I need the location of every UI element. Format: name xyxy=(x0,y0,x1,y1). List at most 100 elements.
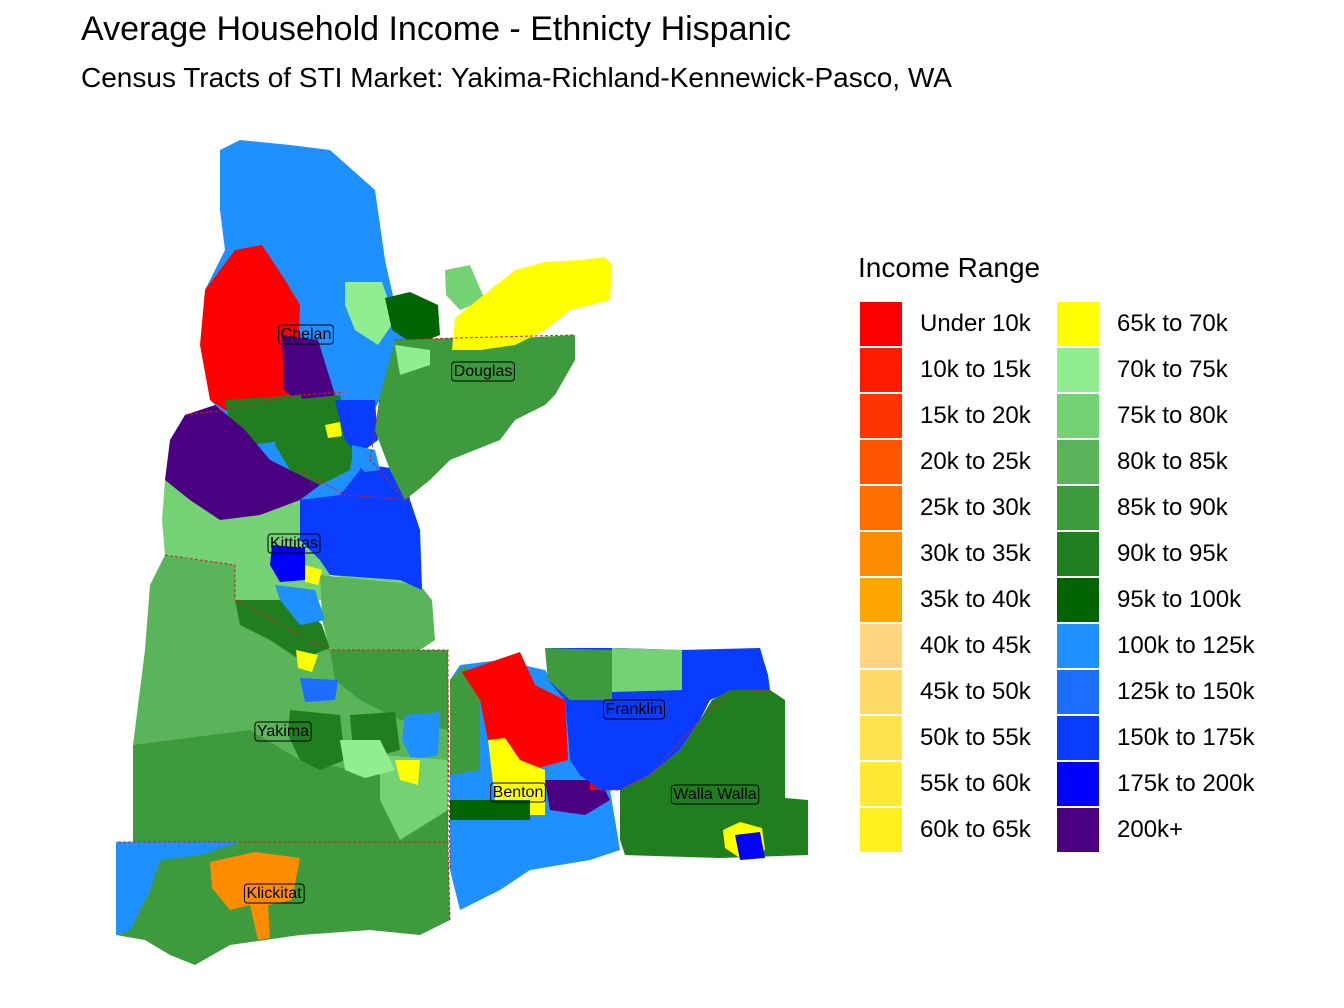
legend-label: 40k to 45k xyxy=(920,632,1031,659)
legend-label: 20k to 25k xyxy=(920,448,1031,475)
legend-swatch xyxy=(860,762,902,806)
legend-label: Under 10k xyxy=(920,310,1031,337)
legend-item: 200k+ xyxy=(1057,808,1183,852)
legend-item: 50k to 55k xyxy=(860,716,1031,760)
tract xyxy=(133,730,448,842)
legend-item: 80k to 85k xyxy=(1057,440,1228,484)
legend-item: 20k to 25k xyxy=(860,440,1031,484)
tract xyxy=(325,422,342,438)
county-label-box xyxy=(451,361,515,382)
legend-item: 100k to 125k xyxy=(1057,624,1254,668)
legend-label: 85k to 90k xyxy=(1117,494,1228,521)
tract xyxy=(288,710,345,770)
legend-item: 95k to 100k xyxy=(1057,578,1241,622)
county-kittitas xyxy=(162,465,435,650)
legend-label: 30k to 35k xyxy=(920,540,1031,567)
legend-label: 100k to 125k xyxy=(1117,632,1255,659)
county-borders xyxy=(116,334,771,921)
legend-item: 45k to 50k xyxy=(860,670,1031,714)
tract xyxy=(275,585,325,625)
tract xyxy=(445,265,485,310)
tract xyxy=(210,852,300,940)
county-label: Douglas xyxy=(451,361,515,382)
legend-item: 150k to 175k xyxy=(1057,716,1254,760)
legend-label: 70k to 75k xyxy=(1117,356,1228,383)
legend-item: 55k to 60k xyxy=(860,762,1031,806)
legend-label: 175k to 200k xyxy=(1117,770,1255,797)
tract xyxy=(282,335,335,405)
county-chelan xyxy=(165,140,440,520)
map-subtitle: Census Tracts of STI Market: Yakima-Rich… xyxy=(81,62,952,93)
legend-item: Under 10k xyxy=(860,302,1031,346)
legend-item: 35k to 40k xyxy=(860,578,1031,622)
legend-label: 15k to 20k xyxy=(920,402,1031,429)
legend-item: 40k to 45k xyxy=(860,624,1031,668)
county-label-text: Klickitat xyxy=(246,885,302,902)
county-label: Franklin xyxy=(603,699,665,720)
tract xyxy=(545,648,612,700)
legend-swatch xyxy=(1057,394,1099,438)
legend-item: 85k to 90k xyxy=(1057,486,1228,530)
tract xyxy=(352,445,380,472)
legend-swatch xyxy=(1057,670,1099,714)
tract xyxy=(395,760,420,785)
county-label-text: Benton xyxy=(493,784,544,801)
legend-swatch xyxy=(860,532,902,576)
legend-label: 25k to 30k xyxy=(920,494,1031,521)
legend-swatch xyxy=(860,302,902,346)
tract xyxy=(375,335,575,500)
legend-swatch xyxy=(1057,302,1099,346)
county-label: Walla Walla xyxy=(670,784,760,805)
legend-label: 10k to 15k xyxy=(920,356,1031,383)
tract xyxy=(330,650,448,730)
tract xyxy=(488,738,545,815)
tract xyxy=(305,565,322,585)
legend-label: 200k+ xyxy=(1117,816,1184,843)
legend-title: Income Range xyxy=(858,252,1041,283)
legend-swatch xyxy=(860,486,902,530)
legend-label: 45k to 50k xyxy=(920,678,1031,705)
legend-swatch xyxy=(860,670,902,714)
legend-label: 65k to 70k xyxy=(1117,310,1228,337)
map-title: Average Household Income - Ethnicty Hisp… xyxy=(81,10,791,48)
legend-item: 65k to 70k xyxy=(1057,302,1228,346)
legend-swatch xyxy=(1057,716,1099,760)
legend-item: 10k to 15k xyxy=(860,348,1031,392)
county-label: Kittitas xyxy=(267,533,321,554)
tract xyxy=(300,465,422,590)
legend-label: 90k to 95k xyxy=(1117,540,1228,567)
county-label-box xyxy=(278,324,334,345)
tract xyxy=(300,678,338,702)
legend-item: 60k to 65k xyxy=(860,808,1031,852)
tract xyxy=(116,842,240,935)
legend-swatch xyxy=(1057,486,1099,530)
county-douglas xyxy=(352,257,612,500)
legend-label: 125k to 150k xyxy=(1117,678,1255,705)
county-label-box xyxy=(243,883,305,904)
county-label-text: Franklin xyxy=(606,701,663,718)
legend-label: 60k to 65k xyxy=(920,816,1031,843)
legend-swatch xyxy=(860,624,902,668)
county-walla-walla xyxy=(620,690,808,860)
tract xyxy=(275,395,355,485)
tract xyxy=(620,690,808,858)
tract xyxy=(340,740,395,778)
income-legend: Under 10k 10k to 15k 15k to 20k 20k to 25k 2… xyxy=(860,302,1300,854)
legend-swatch xyxy=(1057,348,1099,392)
legend-swatch xyxy=(860,808,902,852)
legend-label: 50k to 55k xyxy=(920,724,1031,751)
legend-swatch xyxy=(1057,762,1099,806)
legend-swatch xyxy=(860,440,902,484)
legend-label: 150k to 175k xyxy=(1117,724,1255,751)
legend-swatch xyxy=(1057,440,1099,484)
county-label-text: Douglas xyxy=(454,363,513,380)
county-label-box xyxy=(603,699,665,720)
county-label-text: Yakima xyxy=(257,723,309,740)
legend-item: 15k to 20k xyxy=(860,394,1031,438)
legend-item: 175k to 200k xyxy=(1057,762,1254,806)
legend-swatch xyxy=(1057,624,1099,668)
legend-swatch xyxy=(860,578,902,622)
county-label: Benton xyxy=(490,782,546,803)
tract xyxy=(402,712,440,760)
